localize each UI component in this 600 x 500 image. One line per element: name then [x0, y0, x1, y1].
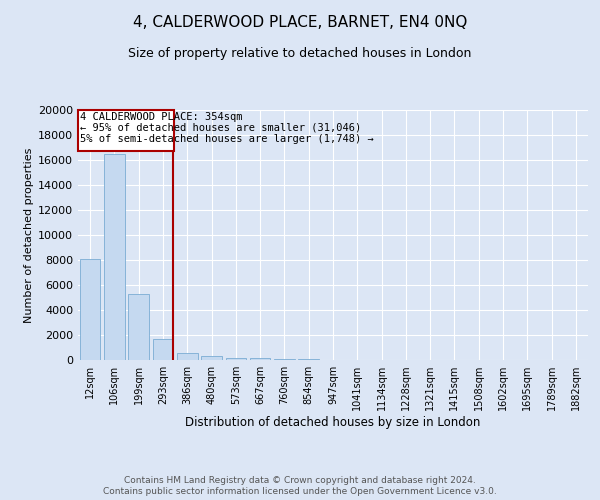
- Bar: [128, 294, 149, 360]
- Bar: [226, 358, 246, 360]
- Bar: [104, 154, 125, 360]
- Text: Contains public sector information licensed under the Open Government Licence v3: Contains public sector information licen…: [103, 488, 497, 496]
- FancyBboxPatch shape: [78, 110, 175, 151]
- X-axis label: Distribution of detached houses by size in London: Distribution of detached houses by size …: [185, 416, 481, 429]
- Text: Contains HM Land Registry data © Crown copyright and database right 2024.: Contains HM Land Registry data © Crown c…: [124, 476, 476, 485]
- Text: 4 CALDERWOOD PLACE: 354sqm: 4 CALDERWOOD PLACE: 354sqm: [80, 112, 243, 122]
- Bar: [250, 358, 271, 360]
- Bar: [80, 259, 100, 360]
- Bar: [201, 356, 222, 360]
- Y-axis label: Number of detached properties: Number of detached properties: [24, 148, 34, 322]
- Bar: [152, 339, 173, 360]
- Bar: [298, 359, 319, 360]
- Text: Size of property relative to detached houses in London: Size of property relative to detached ho…: [128, 48, 472, 60]
- Text: 5% of semi-detached houses are larger (1,748) →: 5% of semi-detached houses are larger (1…: [80, 134, 374, 144]
- Bar: [274, 359, 295, 360]
- Text: 4, CALDERWOOD PLACE, BARNET, EN4 0NQ: 4, CALDERWOOD PLACE, BARNET, EN4 0NQ: [133, 15, 467, 30]
- Bar: [177, 352, 197, 360]
- Text: ← 95% of detached houses are smaller (31,046): ← 95% of detached houses are smaller (31…: [80, 122, 362, 132]
